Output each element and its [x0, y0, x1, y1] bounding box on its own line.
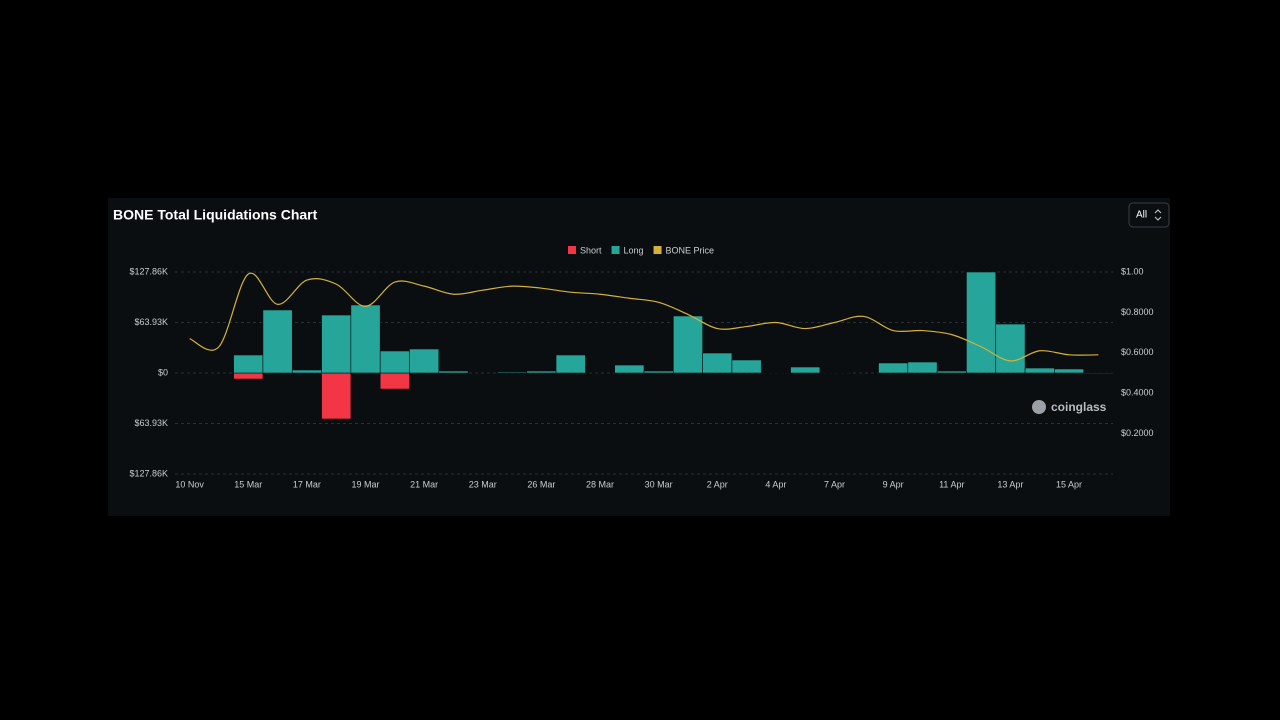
y2-tick-label: $0.8000 — [1121, 307, 1154, 317]
bar — [555, 354, 586, 374]
x-tick-label: 15 Mar — [234, 479, 262, 489]
bar — [526, 370, 557, 374]
bar — [907, 361, 938, 374]
bar — [966, 271, 997, 374]
bar — [643, 370, 674, 374]
watermark: coinglass — [1051, 400, 1107, 414]
legend-label: BONE Price — [666, 245, 715, 255]
bar — [614, 364, 645, 374]
legend-swatch — [568, 246, 576, 254]
bar — [673, 315, 703, 374]
bar — [438, 370, 469, 374]
bar — [379, 350, 410, 374]
legend-swatch — [611, 246, 620, 254]
bar — [731, 359, 762, 374]
bar — [1083, 372, 1114, 375]
x-tick-label: 19 Mar — [352, 479, 380, 489]
bar — [936, 370, 967, 374]
x-tick-label: 26 Mar — [527, 479, 555, 489]
range-button-label[interactable]: All — [1136, 210, 1147, 221]
x-tick-label: 2 Apr — [707, 479, 728, 489]
x-tick-label: 7 Apr — [824, 479, 845, 489]
bar — [350, 304, 381, 374]
x-tick-label: 17 Mar — [293, 479, 321, 489]
bar — [291, 369, 322, 374]
bar — [995, 323, 1026, 374]
bar — [702, 352, 733, 374]
x-tick-label: 9 Apr — [883, 479, 904, 489]
bar — [233, 354, 264, 374]
bar — [497, 371, 528, 374]
bar — [379, 372, 410, 390]
chart-title: BONE Total Liquidations Chart — [113, 207, 318, 223]
price-line — [189, 272, 1099, 362]
bar — [262, 309, 293, 374]
y-tick-label: $127.86K — [129, 468, 168, 478]
bar — [878, 362, 909, 374]
x-tick-label: 23 Mar — [469, 479, 497, 489]
logo-icon — [1032, 400, 1046, 414]
legend-label: Long — [624, 245, 644, 255]
y2-tick-label: $0.2000 — [1121, 428, 1154, 438]
y-tick-label: $127.86K — [129, 266, 168, 276]
legend-swatch — [653, 246, 662, 254]
x-tick-label: 30 Mar — [645, 479, 673, 489]
x-tick-label: 10 Nov — [175, 479, 204, 489]
bar — [1024, 367, 1055, 374]
y-tick-label: $63.93K — [134, 418, 168, 428]
x-tick-label: 4 Apr — [765, 479, 786, 489]
bar — [321, 372, 352, 420]
bar — [1054, 368, 1084, 374]
bar — [409, 348, 440, 374]
y2-tick-label: $0.4000 — [1121, 388, 1154, 398]
chevron — [1154, 209, 1162, 221]
range-button[interactable] — [1128, 202, 1170, 228]
y-tick-label: $0 — [158, 367, 168, 377]
x-tick-label: 13 Apr — [997, 479, 1023, 489]
bar — [790, 366, 821, 374]
x-tick-label: 11 Apr — [939, 479, 964, 489]
x-tick-label: 21 Mar — [410, 479, 438, 489]
y-tick-label: $63.93K — [134, 317, 168, 327]
x-tick-label: 15 Apr — [1056, 479, 1082, 489]
y2-tick-label: $0.6000 — [1121, 347, 1154, 357]
bar — [321, 314, 352, 374]
legend-label: Short — [580, 245, 602, 255]
y2-tick-label: $1.00 — [1121, 266, 1144, 276]
x-tick-label: 28 Mar — [586, 479, 614, 489]
bar — [233, 372, 264, 380]
